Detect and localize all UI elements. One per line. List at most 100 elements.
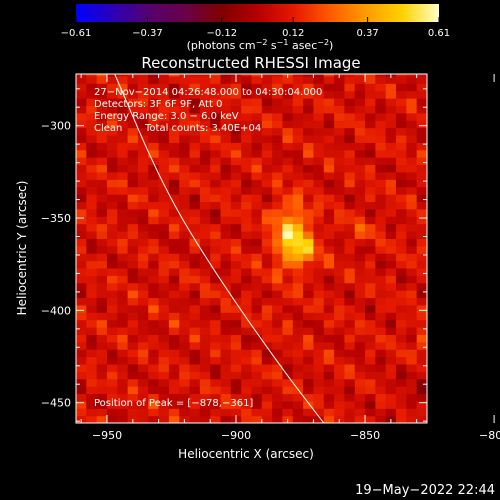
heatmap-cell: [76, 326, 87, 335]
heatmap-cell: [168, 312, 180, 321]
heatmap-cell: [137, 216, 149, 225]
heatmap-cell: [406, 371, 418, 380]
heatmap-cell: [158, 400, 170, 409]
heatmap-cell: [251, 216, 263, 225]
heatmap-cell: [261, 134, 273, 143]
heatmap-cell: [334, 186, 346, 195]
heatmap-cell: [179, 164, 191, 173]
heatmap-cell: [323, 341, 335, 350]
heatmap-cell: [158, 105, 170, 114]
heatmap-cell: [365, 378, 376, 387]
heatmap-cell: [76, 230, 87, 239]
heatmap-cell: [303, 142, 315, 151]
heatmap-cell: [292, 319, 304, 328]
heatmap-cell: [251, 312, 263, 321]
heatmap-cell: [117, 290, 129, 299]
heatmap-cell: [127, 393, 139, 402]
heatmap-cell: [96, 98, 108, 106]
heatmap-cell: [127, 312, 139, 321]
heatmap-cell: [148, 319, 160, 328]
heatmap-cell: [230, 312, 242, 321]
heatmap-cell: [148, 179, 160, 188]
heatmap-cell: [416, 415, 427, 423]
heatmap-cell: [96, 127, 108, 136]
heatmap-cell: [117, 120, 129, 129]
heatmap-cell: [396, 341, 407, 350]
heatmap-cell: [282, 393, 294, 402]
heatmap-cell: [127, 304, 139, 313]
heatmap-cell: [86, 179, 98, 188]
heatmap-cell: [354, 386, 366, 395]
y-axis-label: Heliocentric Y (arcsec): [15, 181, 29, 316]
heatmap-cell: [261, 127, 273, 136]
colorbar-gradient: [76, 4, 439, 22]
heatmap-cell: [365, 164, 376, 173]
heatmap-cell: [230, 275, 242, 284]
heatmap-cell: [313, 267, 325, 276]
heatmap-cell: [303, 349, 315, 358]
heatmap-cell: [189, 105, 201, 114]
heatmap-cell: [365, 386, 376, 395]
heatmap-cell: [96, 245, 108, 254]
heatmap-cell: [313, 260, 325, 269]
heatmap-cell: [127, 201, 139, 210]
heatmap-cell: [334, 319, 346, 328]
heatmap-cell: [210, 208, 222, 217]
heatmap-cell: [251, 282, 263, 291]
heatmap-cell: [365, 356, 376, 365]
heatmap-cell: [189, 149, 201, 158]
heatmap-cell: [416, 393, 427, 402]
heatmap-cell: [354, 112, 366, 121]
heatmap-cell: [354, 319, 366, 328]
heatmap-cell: [210, 90, 222, 99]
heatmap-cell: [334, 201, 346, 210]
heatmap-cell: [323, 415, 335, 423]
heatmap-cell: [334, 164, 346, 173]
heatmap-cell: [344, 194, 356, 203]
heatmap-cell: [313, 282, 325, 291]
heatmap-cell: [251, 378, 263, 387]
heatmap-cell: [210, 75, 222, 84]
heatmap-cell: [96, 201, 108, 210]
heatmap-cell: [148, 312, 160, 321]
heatmap-cell: [137, 275, 149, 284]
heatmap-cell: [282, 186, 294, 195]
heatmap-cell: [220, 171, 232, 180]
heatmap-cell: [365, 363, 376, 372]
heatmap-cell: [272, 120, 284, 129]
heatmap-image: [76, 74, 427, 423]
heatmap-cell: [375, 341, 387, 350]
heatmap-cell: [148, 245, 160, 254]
heatmap-cell: [220, 349, 232, 358]
heatmap-cell: [127, 157, 139, 166]
annotation-block: 27−Nov−2014 04:26:48.000 to 04:30:04.000…: [94, 87, 322, 134]
heatmap-cell: [292, 105, 304, 114]
heatmap-cell: [210, 216, 222, 225]
heatmap-cell: [334, 349, 346, 358]
heatmap-cell: [137, 208, 149, 217]
heatmap-cell: [210, 282, 222, 291]
heatmap-cell: [96, 319, 108, 328]
heatmap-cell: [416, 238, 427, 247]
heatmap-cell: [282, 341, 294, 350]
heatmap-cell: [96, 179, 108, 188]
heatmap-cell: [323, 134, 335, 143]
heatmap-cell: [117, 98, 129, 106]
heatmap-cell: [344, 216, 356, 225]
heatmap-cell: [313, 253, 325, 262]
heatmap-cell: [179, 98, 191, 106]
heatmap-cell: [251, 112, 263, 121]
heatmap-cell: [416, 334, 427, 343]
heatmap-cell: [179, 127, 191, 136]
heatmap-cell: [168, 238, 180, 247]
heatmap-cell: [241, 297, 253, 306]
heatmap-cell: [396, 194, 407, 203]
heatmap-cell: [416, 371, 427, 380]
heatmap-cell: [365, 186, 376, 195]
heatmap-cell: [251, 179, 263, 188]
heatmap-cell: [334, 120, 346, 129]
heatmap-cell: [365, 245, 376, 254]
heatmap-cell: [168, 90, 180, 99]
heatmap-cell: [199, 171, 211, 180]
